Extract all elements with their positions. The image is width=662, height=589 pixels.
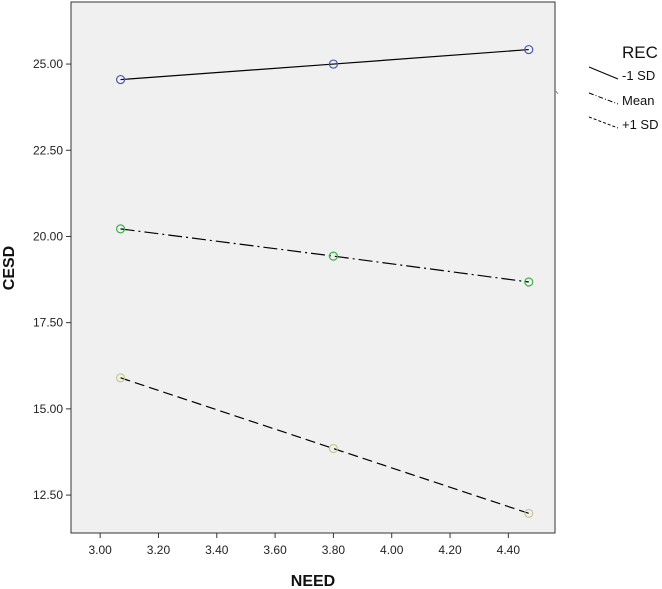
data-point: [328, 251, 339, 261]
x-axis-title: NEED: [291, 573, 335, 589]
legend: REC -1 SD Mean +1 SD: [555, 43, 659, 132]
y-tick-label: 25.00: [33, 57, 63, 71]
data-point: [524, 508, 534, 518]
series-line: [120, 48, 529, 81]
x-tick-label: 4.40: [497, 543, 521, 557]
data-point: [328, 59, 339, 69]
series-0: [115, 44, 534, 85]
series-1: [115, 224, 534, 287]
x-tick-label: 3.40: [205, 543, 229, 557]
y-tick-label: 15.00: [33, 402, 63, 416]
legend-label: +1 SD: [622, 117, 659, 132]
legend-label: Mean: [622, 93, 655, 108]
x-axis: 3.00 3.20 3.40 3.60 3.80 4.00 4.20 4.40: [88, 533, 520, 557]
x-tick-label: 3.60: [263, 543, 287, 557]
data-point: [115, 224, 126, 234]
data-point: [115, 373, 126, 383]
x-tick-label: 4.00: [380, 543, 404, 557]
series-2: [115, 373, 534, 518]
y-tick-label: 22.50: [33, 143, 63, 157]
data-point: [524, 277, 534, 287]
series-line: [120, 377, 529, 514]
y-axis-title: CESD: [1, 246, 18, 290]
legend-label: -1 SD: [622, 68, 655, 83]
series-layer: [115, 44, 534, 518]
x-tick-label: 4.20: [438, 543, 462, 557]
data-point: [524, 44, 534, 55]
data-point: [115, 74, 126, 85]
x-tick-label: 3.80: [322, 543, 346, 557]
y-axis: 12.50 15.00 17.50 20.00 22.50 25.00: [33, 57, 71, 502]
data-point: [328, 443, 339, 454]
x-tick-label: 3.00: [88, 543, 112, 557]
series-line: [120, 228, 529, 283]
legend-swatch: [588, 66, 619, 80]
legend-swatch: [588, 92, 619, 105]
legend-title: REC: [622, 43, 658, 62]
legend-swatch: [588, 116, 619, 129]
y-tick-label: 17.50: [33, 316, 63, 330]
y-tick-label: 12.50: [33, 488, 63, 502]
y-tick-label: 20.00: [33, 229, 63, 243]
x-tick-label: 3.20: [147, 543, 171, 557]
legend-connector: [555, 90, 559, 95]
plot-area: [70, 1, 556, 534]
